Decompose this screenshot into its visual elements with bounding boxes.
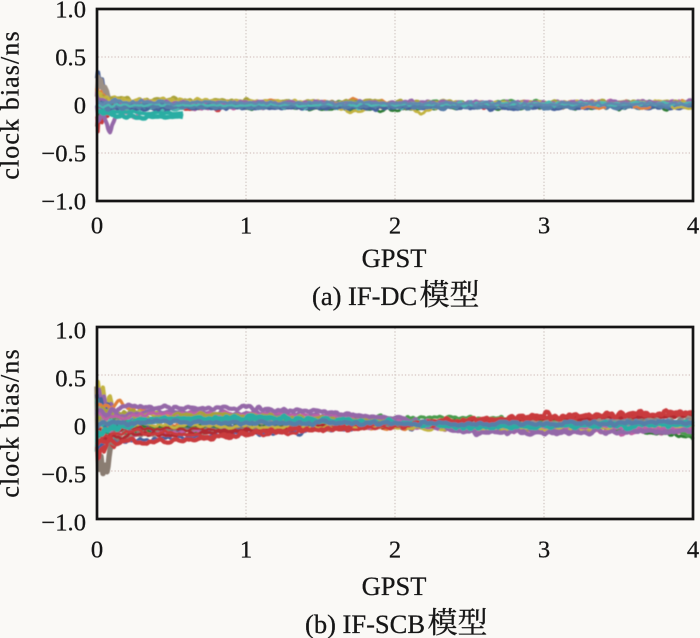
svg-text:2: 2 (389, 212, 401, 239)
svg-text:2: 2 (389, 536, 401, 563)
svg-text:3: 3 (538, 536, 550, 563)
svg-text:4: 4 (687, 536, 699, 563)
svg-text:clock bias/ns: clock bias/ns (0, 30, 25, 179)
svg-text:0.5: 0.5 (55, 366, 86, 393)
svg-text:−1.0: −1.0 (41, 510, 86, 537)
svg-text:−1.0: −1.0 (41, 188, 86, 215)
svg-text:−0.5: −0.5 (41, 462, 86, 489)
svg-text:1: 1 (240, 536, 252, 563)
svg-text:1.0: 1.0 (55, 318, 86, 345)
svg-text:−0.5: −0.5 (41, 140, 86, 167)
svg-text:clock bias/ns: clock bias/ns (0, 348, 25, 497)
svg-text:(b) IF-SCB: (b) IF-SCB (305, 609, 425, 638)
svg-text:GPST: GPST (362, 571, 427, 601)
svg-text:0: 0 (74, 92, 86, 119)
svg-text:0: 0 (91, 212, 103, 239)
svg-text:0: 0 (74, 414, 86, 441)
svg-text:0: 0 (91, 536, 103, 563)
svg-text:3: 3 (538, 212, 550, 239)
svg-text:0.5: 0.5 (55, 44, 86, 71)
svg-text:(a) IF-DC: (a) IF-DC (312, 281, 417, 311)
svg-text:GPST: GPST (362, 243, 427, 273)
svg-text:1: 1 (240, 212, 252, 239)
svg-text:4: 4 (687, 212, 699, 239)
svg-text:1.0: 1.0 (55, 0, 86, 23)
